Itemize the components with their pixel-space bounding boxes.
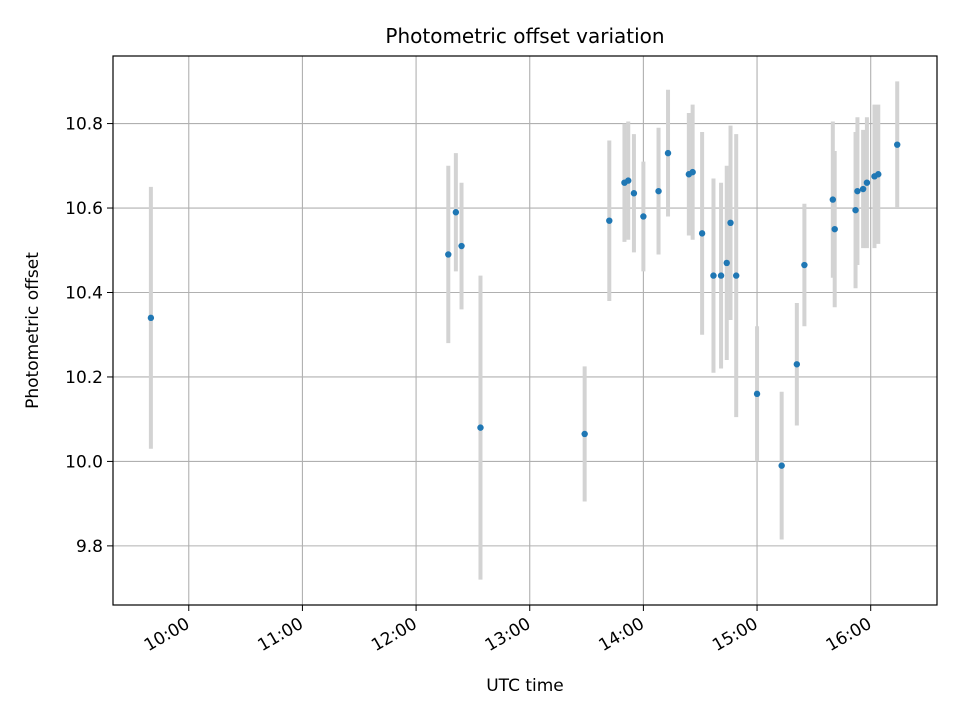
data-point xyxy=(689,168,696,176)
data-point xyxy=(854,187,861,195)
data-point xyxy=(640,213,647,220)
y-axis-label: Photometric offset xyxy=(23,252,43,409)
data-point xyxy=(778,462,785,469)
data-point xyxy=(723,259,730,267)
data-point xyxy=(852,206,859,214)
y-tick-label: 10.6 xyxy=(65,199,103,219)
data-point xyxy=(863,179,871,186)
data-point xyxy=(829,196,837,203)
data-point xyxy=(727,219,734,227)
data-point xyxy=(581,430,588,438)
data-point xyxy=(733,272,740,279)
chart-title: Photometric offset variation xyxy=(385,24,664,48)
data-point xyxy=(452,209,460,216)
data-point xyxy=(801,261,808,269)
plot-area-frame xyxy=(112,55,938,606)
x-axis-ticks: 10:00 11:00 12:00 13:00 14:00 15:00 16:00 xyxy=(141,605,875,656)
data-point xyxy=(717,272,725,279)
x-tick-label: 10:00 xyxy=(141,614,193,656)
data-point xyxy=(698,230,706,237)
data-point xyxy=(606,217,613,224)
data-point xyxy=(831,225,838,233)
data-point xyxy=(859,185,867,193)
data-point xyxy=(445,251,452,258)
data-point xyxy=(710,272,717,279)
data-point xyxy=(664,149,672,157)
data-points xyxy=(147,141,901,469)
y-tick-label: 10.4 xyxy=(65,283,103,303)
grid xyxy=(113,56,937,605)
x-tick-label: 15:00 xyxy=(709,614,761,656)
x-tick-label: 12:00 xyxy=(368,614,420,656)
data-point xyxy=(793,361,801,368)
data-point xyxy=(894,141,901,148)
data-point xyxy=(630,190,638,197)
data-point xyxy=(625,177,632,184)
x-axis-label: UTC time xyxy=(486,676,564,696)
y-tick-label: 9.8 xyxy=(76,537,103,557)
data-point xyxy=(477,424,484,431)
x-tick-label: 13:00 xyxy=(482,614,534,656)
x-tick-label: 11:00 xyxy=(254,614,306,656)
data-point xyxy=(147,314,155,322)
data-point xyxy=(458,242,465,250)
y-tick-label: 10.0 xyxy=(65,452,103,472)
data-point xyxy=(875,171,882,178)
x-tick-label: 16:00 xyxy=(823,614,875,656)
y-axis-ticks: 9.8 10.0 10.2 10.4 10.6 10.8 xyxy=(65,115,113,557)
y-tick-label: 10.2 xyxy=(65,368,103,388)
error-bars xyxy=(148,81,900,580)
x-tick-label: 14:00 xyxy=(595,614,647,656)
data-point xyxy=(753,390,761,398)
data-point xyxy=(655,187,662,195)
y-tick-label: 10.8 xyxy=(65,115,103,135)
